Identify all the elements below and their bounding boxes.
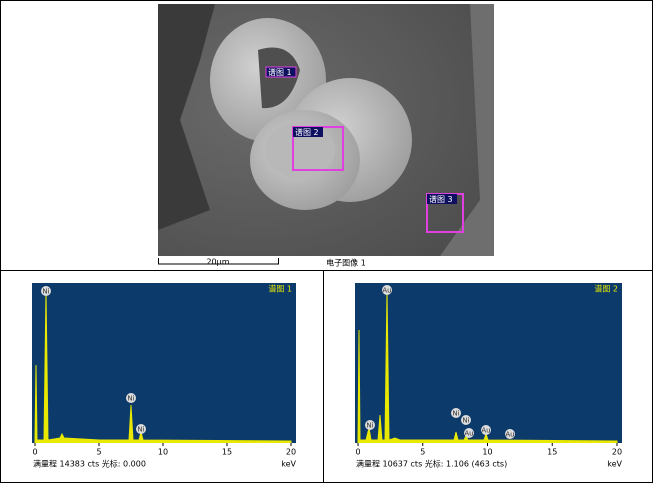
x-tick-label: 15 xyxy=(547,448,557,457)
region-box xyxy=(265,66,297,78)
region-tag xyxy=(293,127,323,137)
peak-label: Ni xyxy=(127,395,134,403)
x-tick-label: 10 xyxy=(158,448,168,457)
caption: 电子图像 1 xyxy=(326,258,366,268)
scale-label: 20µm xyxy=(206,258,229,267)
x-tick-label: 20 xyxy=(286,448,296,457)
unit: keV xyxy=(281,460,296,469)
footer: 满量程 14383 cts 光标: 0.000 xyxy=(33,459,146,469)
sem-image xyxy=(158,4,494,256)
x-tick-label: 0 xyxy=(355,448,360,457)
peak-label: Ni xyxy=(366,422,373,430)
region-tag xyxy=(427,194,457,204)
spectrum-title: 谱图 2 xyxy=(594,284,618,294)
spectrum-title: 谱图 1 xyxy=(268,284,292,294)
x-tick-label: 5 xyxy=(420,448,425,457)
x-tick-label: 15 xyxy=(222,448,232,457)
peak-label: Au xyxy=(382,287,391,295)
x-tick-label: 20 xyxy=(612,448,622,457)
peak-label: Au xyxy=(464,430,473,438)
peak-label: Ni xyxy=(42,288,49,296)
region-label: 谱图 1 xyxy=(268,67,292,77)
region-label: 谱图 2 xyxy=(295,127,319,137)
peak-label: Ni xyxy=(462,417,469,425)
scale-bar xyxy=(158,258,279,265)
peak-label: Au xyxy=(505,431,514,439)
spectrum-panel: 谱图 2 Au Ni Ni Ni Au Au Au keV 满量程 10637 … xyxy=(355,283,623,469)
footer: 满量程 10637 cts 光标: 1.106 (463 cts) xyxy=(356,459,507,469)
unit: keV xyxy=(607,460,622,469)
peak-label: Ni xyxy=(452,410,459,418)
x-tick-label: 0 xyxy=(32,448,37,457)
region-label: 谱图 3 xyxy=(429,194,453,204)
peak-label: Au xyxy=(481,427,490,435)
peak-label: Ni xyxy=(137,426,144,434)
x-tick-label: 10 xyxy=(482,448,492,457)
x-tick-label: 5 xyxy=(96,448,101,457)
spectrum-panel: 谱图 1 Ni Ni Ni keV 满量程 14383 cts 光标: 0.00… xyxy=(32,283,297,469)
